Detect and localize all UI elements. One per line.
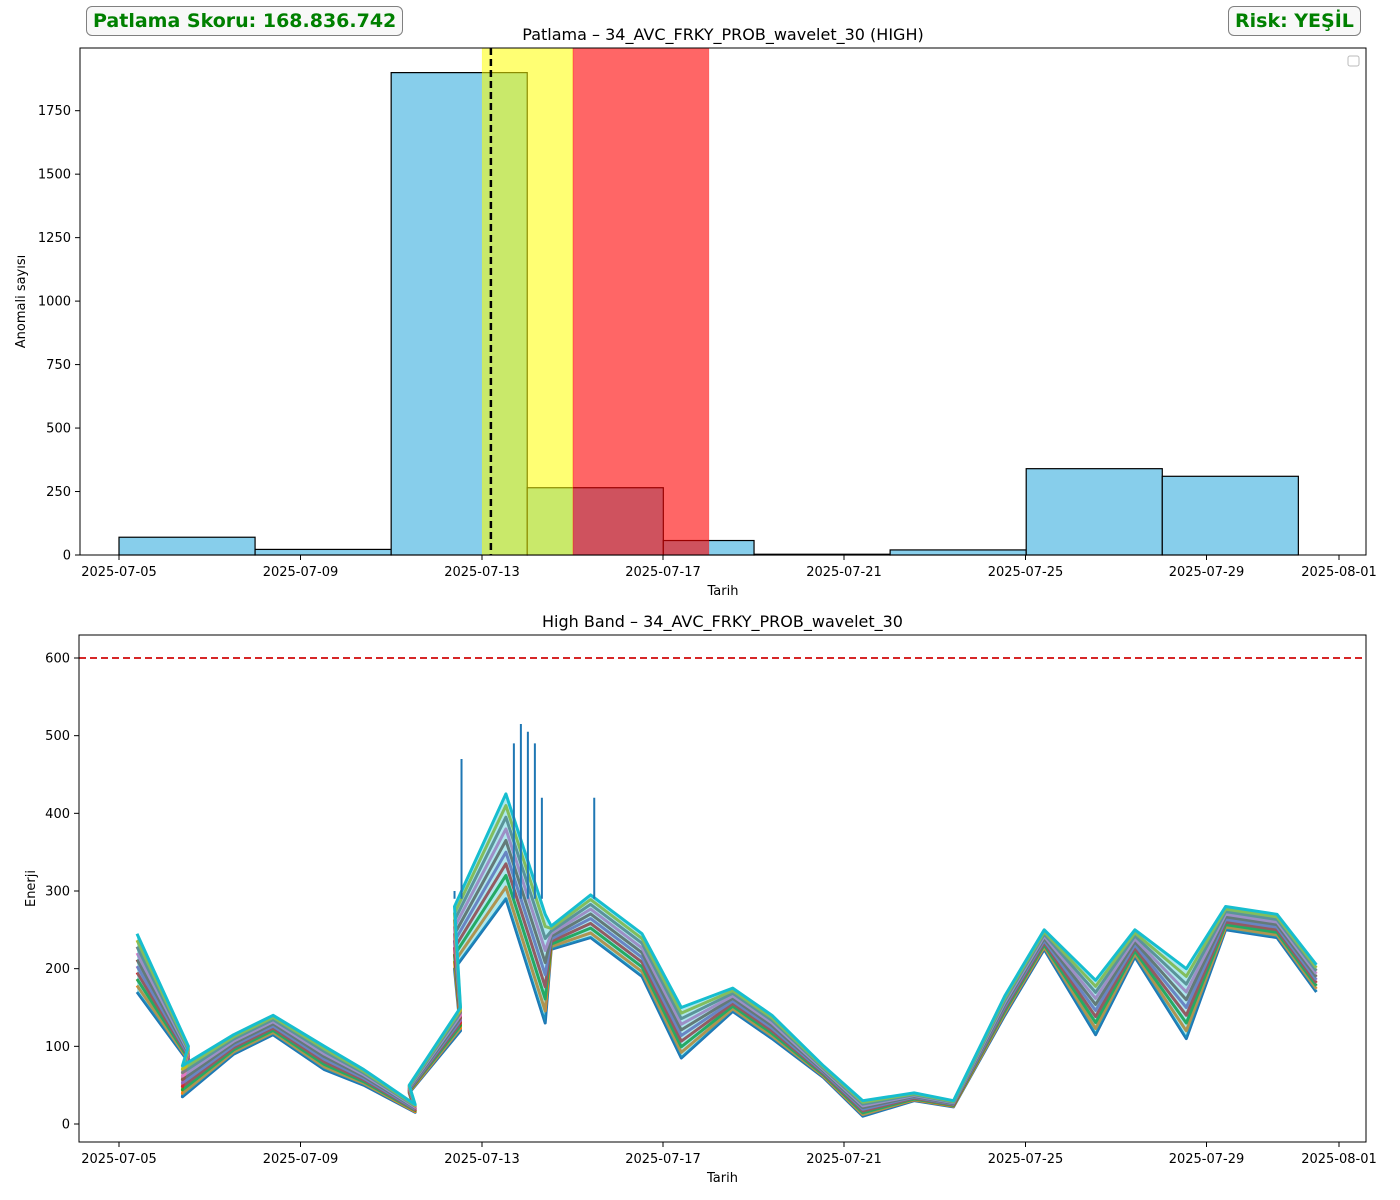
energy-series [135, 804, 1318, 1107]
chart-title: Patlama – 34_AVC_FRKY_PROB_wavelet_30 (H… [522, 25, 923, 45]
legend-box [1347, 55, 1360, 67]
y-tick-label: 600 [45, 652, 70, 667]
histogram-bar [1025, 468, 1163, 556]
y-tick-label: 1250 [38, 231, 71, 246]
x-axis-label: Tarih [707, 584, 739, 599]
x-tick-label: 2025-07-25 [988, 1152, 1064, 1167]
x-tick-label: 2025-07-29 [1169, 565, 1245, 580]
x-tick-label: 2025-08-01 [1301, 565, 1377, 580]
y-tick-label: 750 [46, 358, 71, 373]
energy-series [135, 815, 1318, 1108]
x-tick-label: 2025-07-21 [806, 565, 882, 580]
energy-series [135, 827, 1318, 1109]
plot-frame [78, 634, 1367, 1143]
y-tick-label: 250 [46, 485, 71, 500]
energy-series [135, 839, 1318, 1110]
x-tick-label: 2025-07-13 [444, 1152, 520, 1167]
histogram-bar [889, 549, 1027, 556]
energy-series [135, 850, 1318, 1111]
y-axis-label: Enerji [24, 870, 39, 907]
energy-series [135, 792, 1318, 1107]
y-tick-label: 1750 [38, 104, 71, 119]
x-tick-label: 2025-07-05 [81, 565, 157, 580]
histogram-bar [1161, 475, 1299, 556]
chart-title: High Band – 34_AVC_FRKY_PROB_wavelet_30 [542, 612, 903, 632]
y-tick-label: 500 [46, 422, 71, 437]
y-tick-label: 0 [63, 549, 71, 564]
shaded-region [572, 47, 710, 556]
y-tick-label: 0 [62, 1118, 70, 1133]
x-tick-label: 2025-07-25 [988, 565, 1064, 580]
x-tick-label: 2025-07-05 [81, 1152, 157, 1167]
histogram-bar [118, 536, 256, 556]
y-axis-label: Anomali sayısı [14, 255, 29, 349]
x-tick-label: 2025-07-29 [1169, 1152, 1245, 1167]
energy-series [135, 885, 1318, 1116]
y-tick-label: 1500 [38, 168, 71, 183]
x-tick-label: 2025-07-13 [444, 565, 520, 580]
energy-series [135, 874, 1318, 1115]
energy-series [135, 862, 1318, 1113]
y-tick-label: 300 [45, 885, 70, 900]
x-axis-label: Tarih [706, 1171, 738, 1186]
shaded-region [481, 47, 574, 556]
risk-badge: Risk: YEŞİL [1228, 6, 1361, 36]
histogram-bar [254, 548, 392, 556]
y-tick-label: 400 [45, 807, 70, 822]
y-tick-label: 200 [45, 962, 70, 977]
score-badge: Patlama Skoru: 168.836.742 [86, 6, 404, 36]
energy-series [135, 897, 1318, 1118]
y-tick-label: 1000 [38, 295, 71, 310]
x-tick-label: 2025-07-09 [263, 565, 339, 580]
energy-band [137, 793, 1317, 1117]
x-tick-label: 2025-07-17 [625, 1152, 701, 1167]
y-tick-label: 100 [45, 1040, 70, 1055]
y-tick-label: 500 [45, 729, 70, 744]
x-tick-label: 2025-08-01 [1301, 1152, 1377, 1167]
x-tick-label: 2025-07-17 [625, 565, 701, 580]
x-tick-label: 2025-07-09 [263, 1152, 339, 1167]
x-tick-label: 2025-07-21 [806, 1152, 882, 1167]
